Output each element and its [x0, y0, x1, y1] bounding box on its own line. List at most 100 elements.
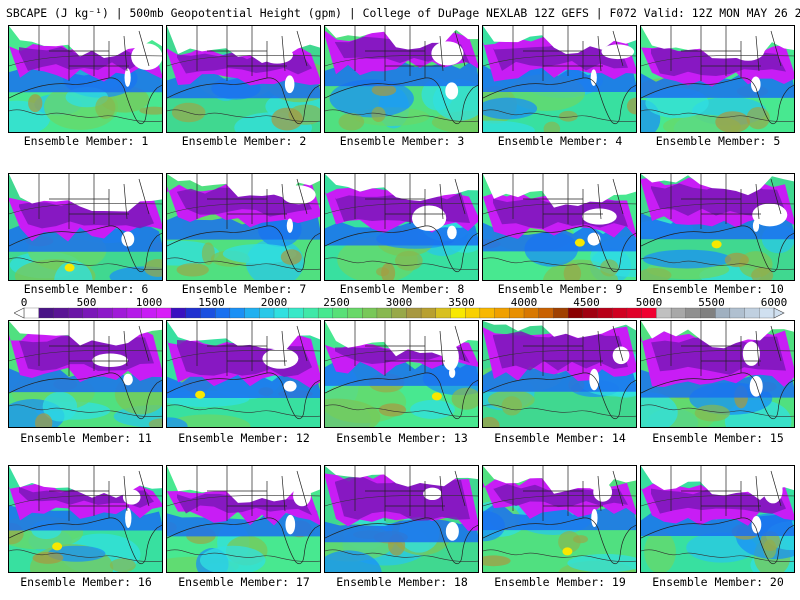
colorbar-segment [641, 307, 657, 319]
colorbar-segment [317, 307, 334, 319]
colorbar-segment [523, 307, 540, 319]
ensemble-map-panel [166, 25, 321, 133]
ensemble-map-panel [482, 465, 637, 573]
colorbar-segment [391, 307, 407, 319]
ensemble-member-caption: Ensemble Member: 12 [178, 431, 310, 445]
ensemble-map-panel [324, 465, 479, 573]
colorbar-segment [538, 307, 554, 319]
map-boundaries [325, 466, 478, 565]
ensemble-member-caption: Ensemble Member: 8 [339, 282, 465, 296]
sbcape-map [325, 26, 478, 132]
ensemble-member-caption: Ensemble Member: 7 [181, 282, 307, 296]
colorbar-segment [479, 307, 496, 319]
ensemble-member-caption: Ensemble Member: 11 [20, 431, 152, 445]
colorbar-segment [229, 307, 246, 319]
map-boundaries [167, 174, 320, 273]
ensemble-member-caption: Ensemble Member: 9 [497, 282, 623, 296]
colorbar-segment [626, 307, 643, 319]
colorbar-segment [362, 307, 378, 319]
colorbar-segment [141, 307, 157, 319]
colorbar-segment [715, 307, 731, 319]
map-boundaries [641, 321, 794, 420]
colorbar-segment [700, 307, 716, 319]
colorbar-segment [288, 307, 304, 319]
colorbar-segment [38, 307, 54, 319]
ensemble-map-panel [166, 320, 321, 428]
colorbar-segment [406, 307, 422, 319]
colorbar-tick-labels: 0 500 1000 1500 2000 2500 3000 3500 4000 4500 5000… [14, 296, 788, 309]
colorbar-tick-label: 0 [20, 296, 28, 309]
colorbar-segment [744, 307, 760, 319]
colorbar-segment [67, 307, 84, 319]
ensemble-map-panel [8, 173, 163, 281]
colorbar-segment [23, 307, 40, 319]
ensemble-member-caption: Ensemble Member: 2 [181, 134, 307, 148]
colorbar-segment [303, 307, 319, 319]
sbcape-map [9, 466, 162, 572]
ensemble-member-caption: Ensemble Member: 5 [655, 134, 781, 148]
sbcape-map [9, 26, 162, 132]
ensemble-map-panel [166, 465, 321, 573]
colorbar-segment [112, 307, 128, 319]
colorbar-tick-label: 4500 [573, 296, 600, 309]
ensemble-member-caption: Ensemble Member: 6 [23, 282, 149, 296]
ensemble-map-panel [166, 173, 321, 281]
sbcape-map [325, 321, 478, 427]
sbcape-map [167, 174, 320, 280]
colorbar-tick-label: 2500 [323, 296, 350, 309]
sbcape-map [641, 174, 794, 280]
colorbar-tick-label: 4000 [510, 296, 538, 309]
colorbar-segment [553, 307, 569, 319]
colorbar-tick-label: 1500 [198, 296, 225, 309]
ensemble-map-panel [482, 320, 637, 428]
ensemble-map-panel [640, 25, 795, 133]
map-boundaries [167, 321, 320, 420]
map-boundaries [641, 26, 794, 125]
colorbar-segment [156, 307, 172, 319]
map-boundaries [9, 174, 162, 273]
colorbar-segment [612, 307, 628, 319]
map-boundaries [641, 466, 794, 565]
ensemble-member-caption: Ensemble Member: 14 [494, 431, 626, 445]
map-boundaries [483, 26, 636, 125]
ensemble-map-panel [324, 25, 479, 133]
sbcape-map [483, 466, 636, 572]
sbcape-map [9, 174, 162, 280]
sbcape-map [483, 321, 636, 427]
colorbar-segment [509, 307, 525, 319]
colorbar-segment [465, 307, 481, 319]
ensemble-member-caption: Ensemble Member: 17 [178, 575, 310, 589]
colorbar-segment [494, 307, 510, 319]
colorbar-tick-label: 500 [76, 296, 97, 309]
sbcape-map [9, 321, 162, 427]
map-boundaries [641, 174, 794, 273]
colorbar-tick-label: 2000 [260, 296, 288, 309]
colorbar-segment [347, 307, 363, 319]
colorbar-segment [244, 307, 260, 319]
colorbar-tick-label: 6000 [760, 296, 788, 309]
sbcape-map [641, 26, 794, 132]
ensemble-map-panel [640, 320, 795, 428]
colorbar-segment [259, 307, 275, 319]
colorbar-segment [215, 307, 231, 319]
map-boundaries [167, 466, 320, 565]
colorbar-segment [170, 307, 187, 319]
map-boundaries [325, 321, 478, 420]
map-boundaries [167, 26, 320, 125]
colorbar-segment [273, 307, 290, 319]
ensemble-member-caption: Ensemble Member: 4 [497, 134, 623, 148]
colorbar-segment [582, 307, 598, 319]
map-boundaries [9, 466, 162, 565]
sbcape-map [641, 321, 794, 427]
colorbar-segment [53, 307, 69, 319]
ensemble-map-panel [324, 320, 479, 428]
colorbar-scale [14, 307, 785, 319]
colorbar-segment [567, 307, 584, 319]
ensemble-member-caption: Ensemble Member: 3 [339, 134, 465, 148]
map-boundaries [483, 321, 636, 420]
map-boundaries [483, 174, 636, 273]
colorbar-segment [332, 307, 348, 319]
colorbar-segment [729, 307, 746, 319]
colorbar-segment [200, 307, 216, 319]
ensemble-map-panel [324, 173, 479, 281]
